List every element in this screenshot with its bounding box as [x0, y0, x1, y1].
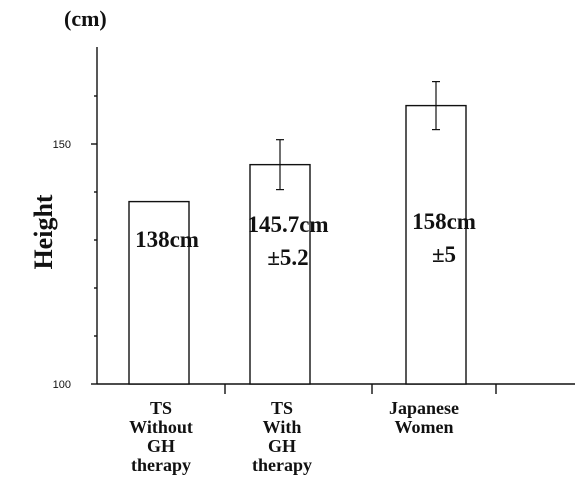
bar — [405, 104, 467, 385]
bar — [128, 200, 190, 385]
x-category-label: therapy — [131, 455, 191, 475]
x-category-label: TS — [271, 398, 293, 418]
x-category-label: With — [263, 417, 302, 437]
bar — [249, 163, 311, 385]
bar-data-label: 138cm — [135, 227, 199, 252]
x-category-label: therapy — [252, 455, 312, 475]
x-category-label: GH — [268, 436, 296, 456]
bar-data-label: 145.7cm — [247, 212, 328, 237]
x-category-label: Without — [129, 417, 193, 437]
x-category-label: Japanese — [389, 398, 459, 418]
x-category-label: Women — [394, 417, 453, 437]
y-tick-label: 100 — [53, 379, 71, 391]
y-axis-label: Height — [29, 194, 58, 269]
x-category-label: GH — [147, 436, 175, 456]
y-unit-label: (cm) — [64, 6, 107, 31]
x-category-label: TS — [150, 398, 172, 418]
bar-data-label: ±5 — [432, 242, 456, 267]
y-tick-label: 150 — [53, 139, 71, 151]
bar-data-label: 158cm — [412, 209, 476, 234]
bar-data-label: ±5.2 — [267, 245, 308, 270]
